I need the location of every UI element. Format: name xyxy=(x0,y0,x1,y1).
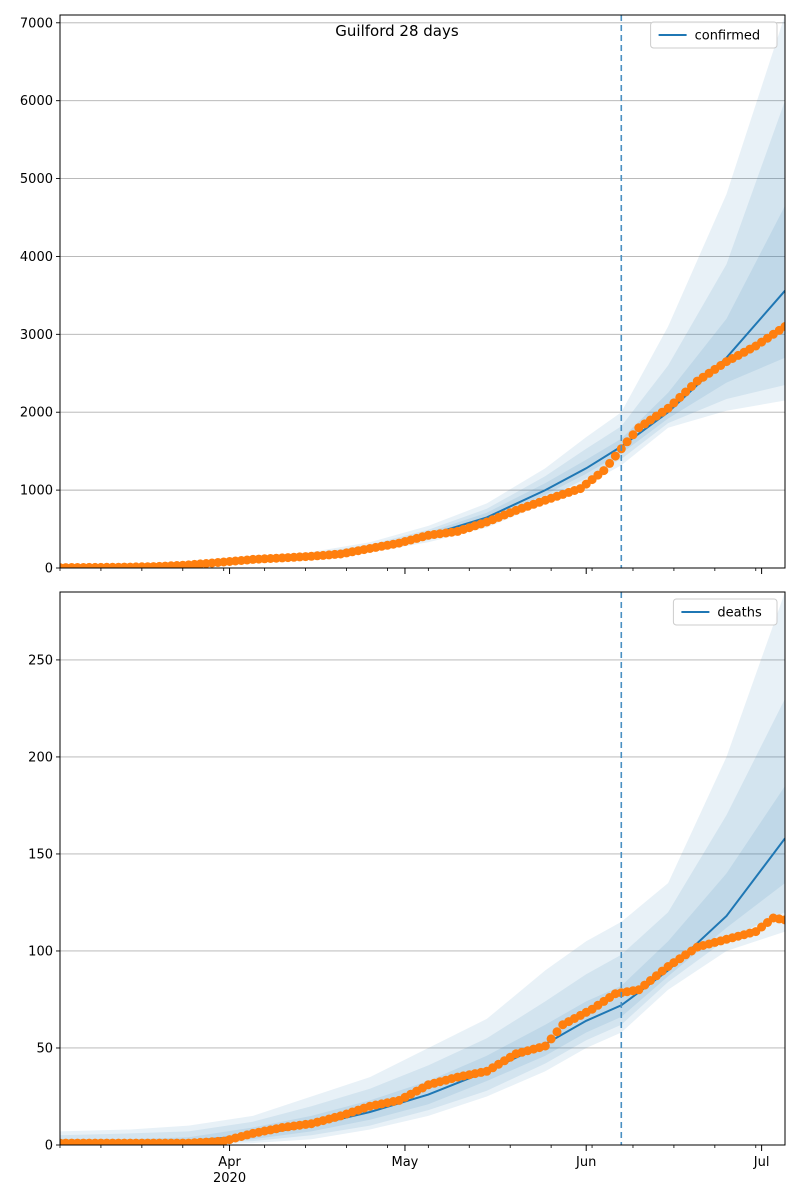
figure-title: Guilford 28 days xyxy=(335,22,459,40)
x-tick-label: Jul xyxy=(753,1155,770,1170)
legend-box xyxy=(650,21,778,49)
uncertainty-band xyxy=(60,592,785,1145)
y-tick-label: 3000 xyxy=(20,328,53,343)
confirmed-chart: 0 1000 2000 3000 4000 5000 6000 7000 confirmed xyxy=(20,14,786,577)
x-tick-sublabel: 2020 xyxy=(213,1171,246,1186)
y-tick-label: 250 xyxy=(28,653,53,668)
plot-area xyxy=(60,15,785,568)
uncertainty-band xyxy=(60,15,785,568)
y-tick-label: 0 xyxy=(45,1139,53,1154)
y-tick-label: 150 xyxy=(28,847,53,862)
y-tick-label: 1000 xyxy=(20,484,53,499)
y-tick-label: 7000 xyxy=(20,16,53,31)
legend: deaths xyxy=(672,598,778,626)
observed-point xyxy=(628,430,638,440)
observed-point xyxy=(546,1034,556,1044)
x-tick-label: May xyxy=(392,1155,419,1170)
x-tick-label: Apr xyxy=(218,1155,241,1170)
observed-point xyxy=(605,458,615,468)
y-tick-label: 6000 xyxy=(20,94,53,109)
observed-point xyxy=(663,403,673,413)
observed-point xyxy=(622,437,632,447)
legend: confirmed xyxy=(650,21,778,49)
y-tick-label: 2000 xyxy=(20,406,53,421)
y-tick-label: 5000 xyxy=(20,172,53,187)
axes-frame xyxy=(59,591,786,1146)
uncertainty-band xyxy=(60,698,785,1145)
legend-label: deaths xyxy=(717,606,762,621)
uncertainty-band xyxy=(60,205,785,568)
observed-point xyxy=(681,387,691,397)
x-tick-label: Jun xyxy=(575,1155,596,1170)
y-tick-label: 100 xyxy=(28,944,53,959)
legend-box xyxy=(672,598,778,626)
observed-point xyxy=(540,1041,550,1051)
observed-point xyxy=(599,466,609,476)
plot-area xyxy=(60,592,785,1145)
observed-point xyxy=(669,398,679,408)
legend-label: confirmed xyxy=(695,29,761,44)
y-tick-label: 200 xyxy=(28,750,53,765)
y-tick-label: 50 xyxy=(36,1041,53,1056)
observed-point xyxy=(675,392,685,402)
observed-point xyxy=(780,915,785,925)
y-tick-label: 4000 xyxy=(20,250,53,265)
y-tick-label: 0 xyxy=(45,562,53,577)
observed-point xyxy=(610,451,620,461)
axes-frame xyxy=(59,14,786,569)
observed-point xyxy=(780,322,785,331)
uncertainty-band xyxy=(60,100,785,568)
observed-point xyxy=(687,382,696,391)
observed-point xyxy=(552,1027,562,1037)
